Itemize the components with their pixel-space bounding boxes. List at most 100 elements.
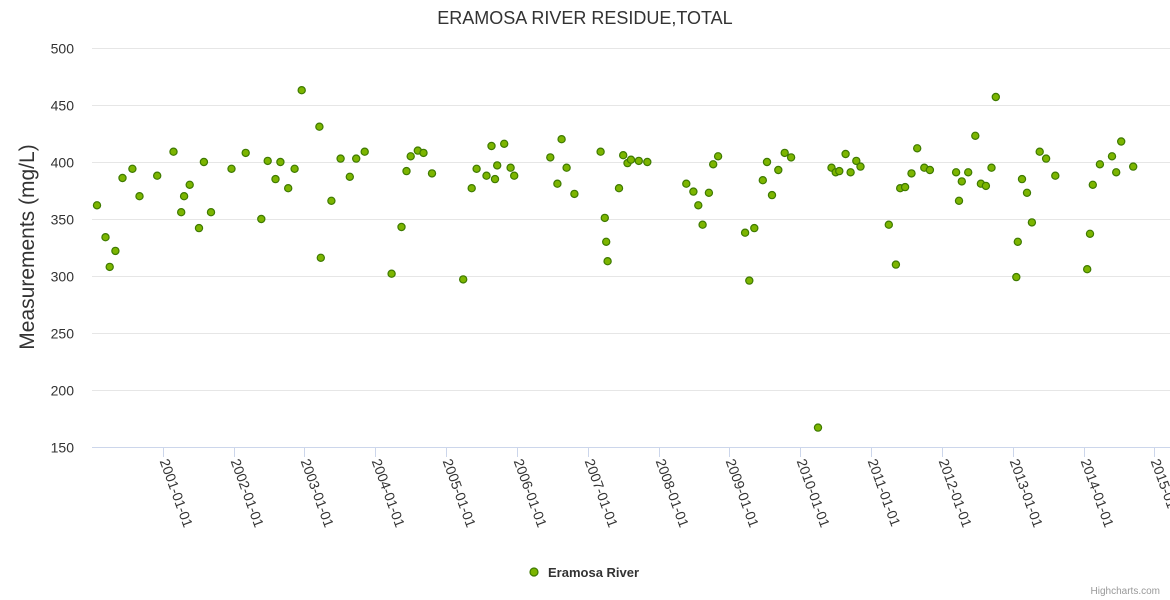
data-point[interactable] [1085, 229, 1095, 238]
data-point[interactable] [360, 147, 369, 156]
data-point[interactable] [459, 275, 468, 284]
data-point[interactable] [506, 163, 515, 172]
data-point[interactable] [135, 191, 144, 201]
data-point[interactable] [709, 160, 718, 169]
data-point[interactable] [276, 157, 285, 167]
data-point[interactable] [991, 92, 1001, 102]
data-point[interactable] [957, 177, 967, 186]
data-point[interactable] [762, 157, 772, 167]
data-point[interactable] [1095, 160, 1105, 169]
data-point[interactable] [487, 141, 496, 151]
data-point[interactable] [1013, 237, 1023, 246]
data-point[interactable] [227, 164, 236, 173]
data-point[interactable] [745, 276, 754, 285]
data-point[interactable] [257, 214, 266, 224]
data-point[interactable] [1027, 218, 1037, 227]
data-point[interactable] [118, 173, 127, 183]
data-point[interactable] [546, 153, 555, 162]
data-point[interactable] [179, 191, 189, 201]
data-point[interactable] [1116, 137, 1126, 146]
data-point[interactable] [570, 189, 579, 199]
data-point[interactable] [758, 175, 768, 185]
data-point[interactable] [467, 183, 476, 193]
data-point[interactable] [427, 169, 437, 178]
data-point[interactable] [713, 152, 723, 161]
data-point[interactable] [472, 164, 481, 173]
data-point[interactable] [297, 85, 306, 95]
data-point[interactable] [626, 155, 636, 164]
data-point[interactable] [841, 149, 850, 159]
data-point[interactable] [740, 228, 750, 237]
data-point[interactable] [682, 179, 691, 188]
data-point[interactable] [907, 169, 916, 178]
data-point[interactable] [271, 174, 280, 184]
data-point[interactable] [1111, 168, 1121, 177]
data-point[interactable] [176, 207, 186, 217]
data-point[interactable] [619, 150, 628, 160]
data-point[interactable] [954, 196, 964, 205]
data-point[interactable] [482, 171, 491, 180]
legend-label[interactable]: Eramosa River [548, 565, 639, 580]
data-point[interactable] [900, 182, 910, 192]
data-point[interactable] [1041, 154, 1051, 163]
data-point[interactable] [634, 156, 644, 166]
data-point[interactable] [689, 187, 698, 196]
data-point[interactable] [1012, 272, 1021, 282]
data-point[interactable] [169, 147, 178, 156]
scatter-series-eramosa-river[interactable] [92, 85, 1138, 432]
data-point[interactable] [987, 163, 996, 172]
data-point[interactable] [698, 220, 707, 229]
data-point[interactable] [951, 168, 961, 177]
data-point[interactable] [1107, 152, 1117, 161]
data-point[interactable] [846, 168, 855, 177]
data-point[interactable] [981, 181, 991, 191]
data-point[interactable] [406, 152, 415, 161]
data-point[interactable] [316, 253, 325, 262]
data-point[interactable] [500, 139, 509, 148]
data-point[interactable] [643, 157, 652, 167]
data-point[interactable] [767, 190, 777, 200]
data-point[interactable] [813, 423, 823, 432]
credits-link[interactable]: Highcharts.com [1091, 586, 1160, 597]
data-point[interactable] [397, 222, 406, 232]
data-point[interactable] [553, 179, 562, 188]
data-point[interactable] [105, 262, 114, 272]
data-point[interactable] [336, 154, 345, 163]
data-point[interactable] [925, 165, 935, 175]
data-point[interactable] [284, 183, 293, 193]
data-point[interactable] [891, 260, 901, 269]
data-point[interactable] [128, 164, 137, 173]
data-point[interactable] [852, 156, 861, 166]
data-point[interactable] [596, 147, 605, 156]
data-point[interactable] [402, 166, 411, 176]
data-point[interactable] [152, 171, 162, 180]
legend-marker[interactable] [529, 567, 539, 577]
data-point[interactable] [884, 220, 894, 229]
data-point[interactable] [603, 257, 612, 266]
data-point[interactable] [263, 156, 272, 166]
data-point[interactable] [1022, 188, 1032, 197]
data-point[interactable] [387, 269, 396, 278]
data-point[interactable] [1035, 147, 1044, 156]
data-point[interactable] [600, 213, 610, 223]
data-point[interactable] [704, 188, 714, 197]
data-point[interactable] [750, 223, 759, 233]
data-point[interactable] [101, 232, 110, 242]
data-point[interactable] [92, 201, 102, 210]
data-point[interactable] [419, 148, 428, 158]
data-point[interactable] [557, 134, 566, 144]
data-point[interactable] [510, 171, 519, 180]
data-point[interactable] [493, 161, 502, 170]
data-point[interactable] [774, 165, 783, 175]
data-point[interactable] [602, 237, 611, 246]
data-point[interactable] [490, 174, 500, 184]
data-point[interactable] [327, 196, 336, 205]
data-point[interactable] [694, 201, 703, 210]
data-point[interactable] [913, 144, 922, 153]
data-point[interactable] [562, 163, 571, 172]
data-point[interactable] [835, 166, 844, 176]
data-point[interactable] [614, 183, 624, 193]
data-point[interactable] [780, 148, 789, 158]
data-point[interactable] [856, 162, 865, 171]
data-point[interactable] [786, 153, 796, 162]
